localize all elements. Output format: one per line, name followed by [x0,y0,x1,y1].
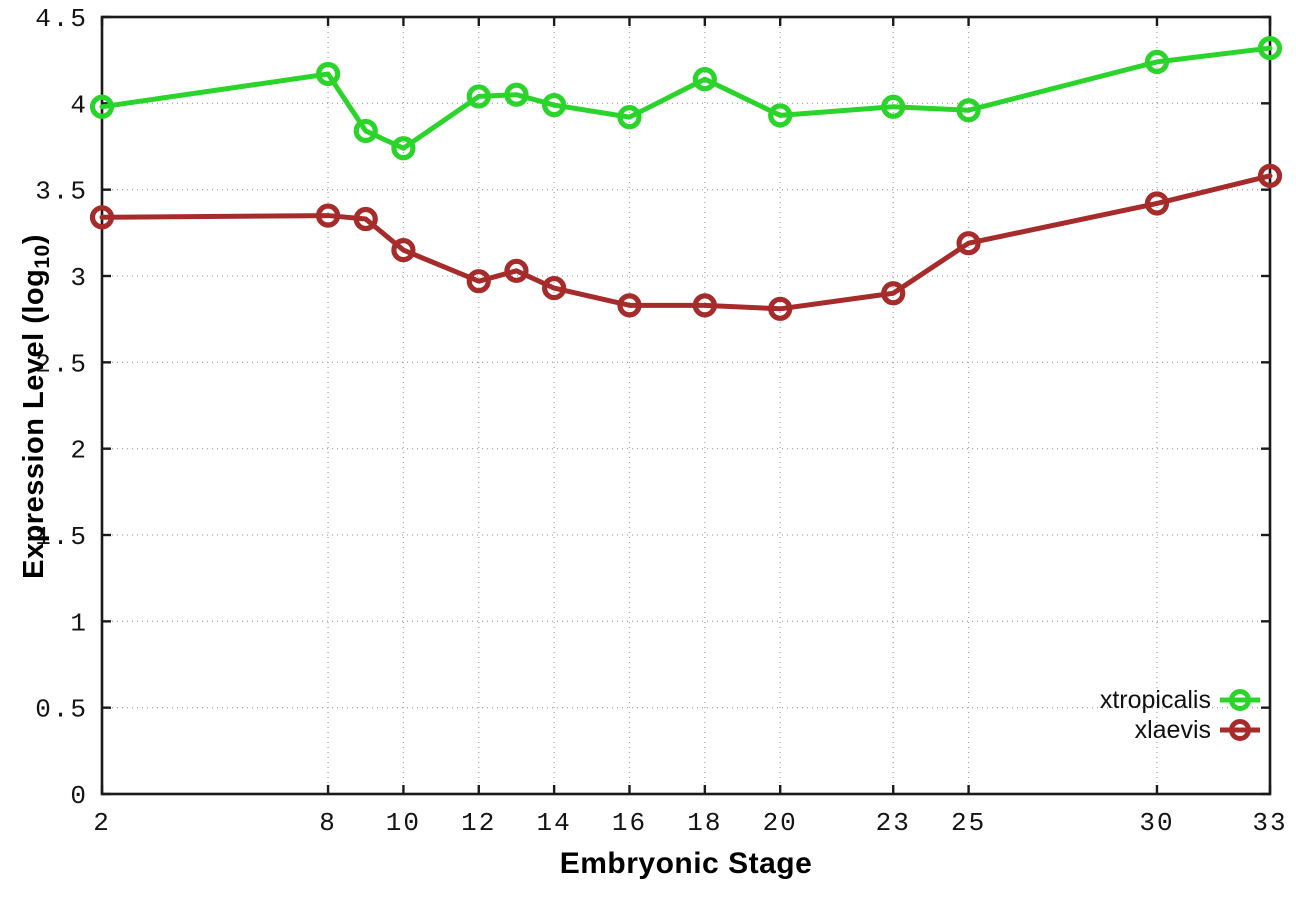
series-line-xlaevis [99,173,1273,312]
data-point-xlaevis [542,275,567,301]
legend-label-xlaevis: xlaevis [1134,715,1211,744]
data-point-xlaevis [89,205,115,230]
y-tick-label: 3 [70,263,88,293]
series-line-xtropicalis [99,45,1273,151]
x-tick-label: 10 [386,808,421,838]
data-point-xtropicalis [353,118,378,144]
data-point-xtropicalis [89,94,115,119]
data-point-xlaevis [956,231,981,256]
y-tick-label: 2.5 [35,349,88,379]
data-point-xtropicalis [391,136,416,161]
x-tick-label: 30 [1139,808,1174,838]
data-point-xtropicalis [466,84,491,109]
data-point-xtropicalis [881,94,906,119]
x-tick-label: 25 [951,808,986,838]
legend-item-xlaevis: xlaevis [1100,715,1260,745]
data-point-xlaevis [692,293,717,318]
y-tick-label: 3.5 [35,177,88,207]
x-tick-label: 12 [461,808,496,838]
data-point-xtropicalis [1144,49,1170,74]
x-tick-label: 33 [1252,808,1287,838]
x-axis-title: Embryonic Stage [559,847,813,880]
y-tick-label: 1.5 [35,522,88,552]
x-tick-label: 2 [93,808,111,838]
x-tick-label: 16 [612,808,647,838]
data-point-xtropicalis [1257,35,1283,61]
y-tick-label: 1 [70,608,88,638]
x-tick-label: 20 [763,808,798,838]
legend-label-xtropicalis: xtropicalis [1099,685,1211,714]
data-point-xlaevis [617,293,642,318]
data-point-xlaevis [466,269,491,294]
data-point-xlaevis [1144,191,1170,216]
x-tick-label: 8 [319,808,337,838]
y-tick-label: 4.5 [35,4,88,34]
data-point-xtropicalis [956,98,981,123]
data-point-xlaevis [315,203,341,228]
legend-marker-xtropicalis [1220,689,1260,711]
y-tick-label: 0.5 [35,695,88,725]
x-tick-label: 14 [537,808,572,838]
data-point-xlaevis [881,281,906,306]
data-point-xtropicalis [542,92,567,118]
x-tick-label: 18 [687,808,722,838]
legend-marker-xlaevis [1220,719,1260,741]
data-point-xlaevis [504,258,529,283]
legend: xtropicalis xlaevis [1100,685,1260,745]
legend-item-xtropicalis: xtropicalis [1100,685,1260,715]
x-tick-label: 23 [876,808,911,838]
data-point-xtropicalis [768,103,793,128]
data-point-xtropicalis [315,61,341,87]
y-tick-label: 0 [70,781,88,811]
data-point-xlaevis [391,238,416,263]
data-point-xlaevis [1257,163,1283,188]
axis-border [100,15,1272,796]
data-point-xtropicalis [617,105,642,130]
data-point-xtropicalis [692,67,717,92]
y-tick-label: 2 [70,436,88,466]
data-point-xtropicalis [504,82,529,107]
y-tick-label: 4 [70,90,88,120]
data-point-xlaevis [353,206,378,232]
data-point-xlaevis [768,296,793,321]
